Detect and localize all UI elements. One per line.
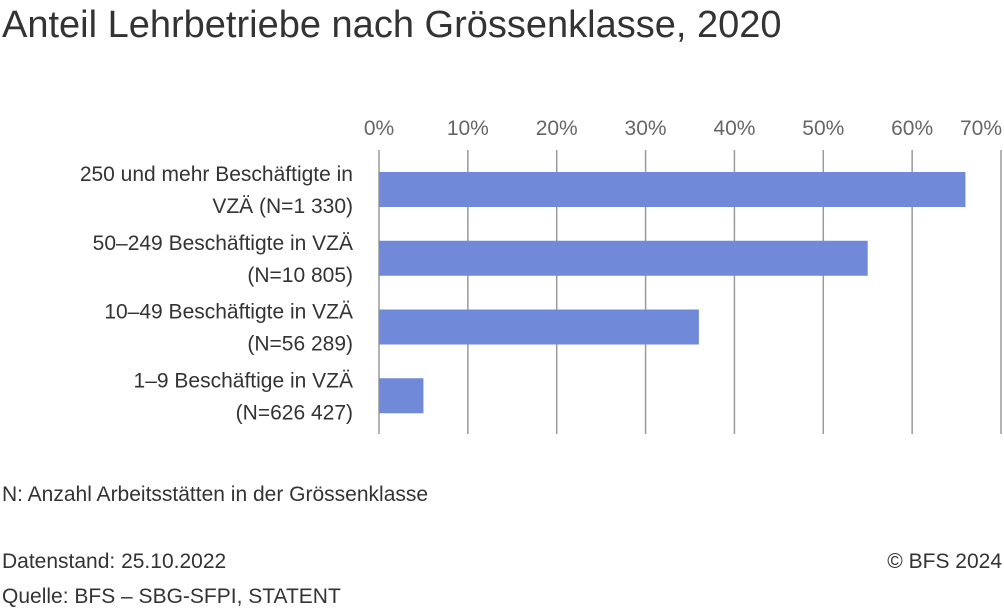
category-label: 1–9 Beschäftige in VZÄ (N=626 427) [134, 369, 353, 424]
x-tick-label: 0% [364, 117, 394, 140]
bar [379, 378, 424, 414]
category-label: 50–249 Beschäftigte in VZÄ (N=10 805) [93, 232, 353, 287]
bar-chart: 0% 10% 20% 30% 40% 50% 60% 70% 250 und mehr Bes… [80, 117, 1002, 434]
category-labels: 250 und mehr Beschäftigte in VZÄ (N=1 330… [80, 163, 353, 424]
bars [379, 172, 966, 414]
bar [379, 172, 966, 207]
footnote: N: Anzahl Arbeitsstätten in der Grössenk… [2, 483, 429, 506]
category-label: 10–49 Beschäftigte in VZÄ (N=56 289) [104, 301, 353, 356]
copyright: © BFS 2024 [887, 550, 1002, 573]
x-tick-label: 40% [713, 117, 755, 140]
bar [379, 309, 699, 345]
bar [379, 240, 868, 276]
category-label: 250 und mehr Beschäftigte in VZÄ (N=1 330… [80, 163, 353, 218]
x-tick-label: 30% [625, 117, 667, 140]
x-tick-label: 70% [960, 117, 1002, 140]
x-tick-label: 60% [891, 117, 933, 140]
x-axis-ticks: 0% 10% 20% 30% 40% 50% 60% 70% [364, 117, 1002, 140]
chart-title: Anteil Lehrbetriebe nach Grössenklasse, … [2, 4, 782, 46]
x-tick-label: 10% [447, 117, 489, 140]
data-date: Datenstand: 25.10.2022 [2, 550, 227, 573]
source: Quelle: BFS – SBG-SFPI, STATENT [2, 585, 341, 608]
x-tick-label: 50% [802, 117, 844, 140]
x-tick-label: 20% [536, 117, 578, 140]
